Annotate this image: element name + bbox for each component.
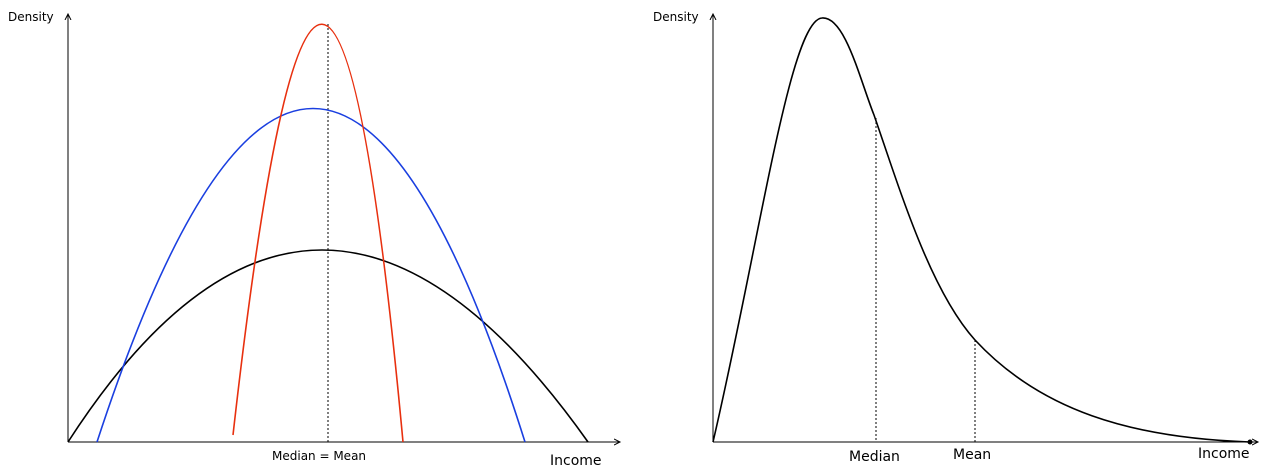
right-x-axis-label: Income xyxy=(1198,446,1250,462)
narrow-curve xyxy=(232,23,404,443)
skewed-density-curve xyxy=(712,17,1251,443)
wide-curve xyxy=(67,249,589,443)
left-y-axis-label: Density xyxy=(8,10,54,24)
mean-label: Mean xyxy=(953,447,991,463)
left-panel: Density Income Median = Mean xyxy=(8,10,620,466)
medium-curve xyxy=(96,108,526,443)
left-x-axis-label: Income xyxy=(550,453,602,466)
right-y-axis-label: Density xyxy=(653,10,699,24)
median-label: Median xyxy=(849,449,900,465)
right-panel: Density Income Median Mean xyxy=(653,10,1258,465)
curve-end-dot xyxy=(1247,439,1253,445)
left-center-label: Median = Mean xyxy=(272,449,366,463)
